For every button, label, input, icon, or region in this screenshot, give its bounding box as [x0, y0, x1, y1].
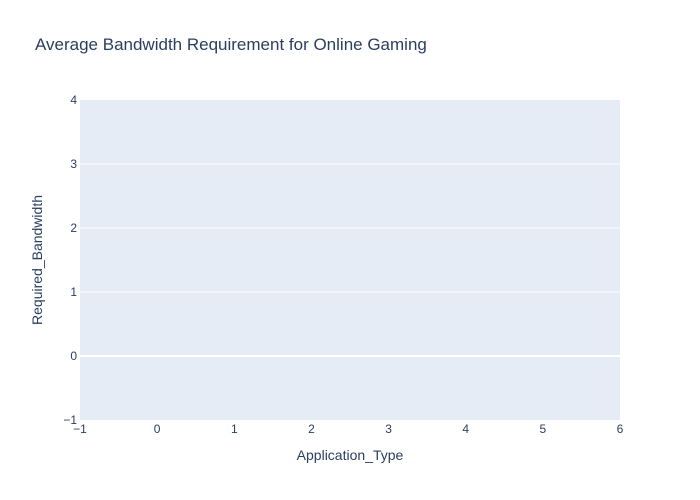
x-tick-label: −1: [73, 422, 87, 436]
y-tick-label: 1: [70, 285, 77, 299]
y-tick-label: 4: [70, 93, 77, 107]
x-axis-title: Application_Type: [297, 447, 404, 463]
x-tick-label: 6: [617, 422, 624, 436]
x-tick-label: 0: [154, 422, 161, 436]
chart-title: Average Bandwidth Requirement for Online…: [35, 35, 427, 54]
x-tick-label: 5: [540, 422, 547, 436]
y-tick-label: 0: [70, 349, 77, 363]
y-axis-title: Required_Bandwidth: [29, 195, 45, 325]
y-tick-label: −1: [63, 413, 77, 427]
y-tick-labels: −1 0 1 2 3 4: [63, 93, 77, 427]
y-tick-label: 2: [70, 221, 77, 235]
x-tick-label: 2: [308, 422, 315, 436]
x-tick-label: 4: [462, 422, 469, 436]
x-tick-labels: −1 0 1 2 3 4 5 6: [73, 422, 624, 436]
plot-area: [80, 100, 620, 420]
x-tick-label: 1: [231, 422, 238, 436]
grid-lines: [80, 163, 620, 357]
y-tick-label: 3: [70, 157, 77, 171]
x-tick-label: 3: [385, 422, 392, 436]
